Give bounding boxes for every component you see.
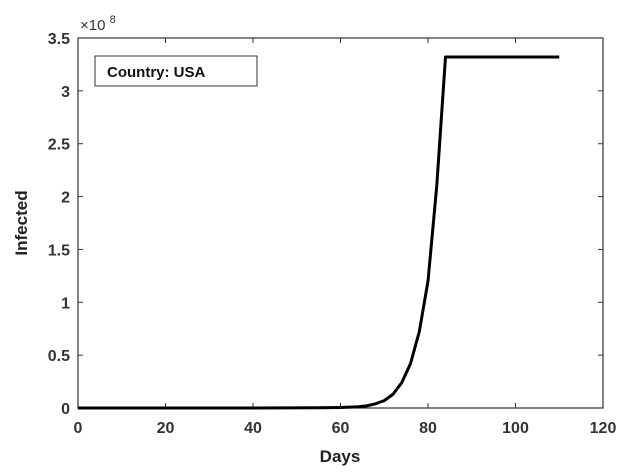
series-layer	[78, 55, 560, 410]
y-multiplier-base: ×10	[80, 17, 105, 34]
legend-box: Country: USA	[94, 55, 258, 87]
plot-area	[77, 37, 604, 409]
x-tick-label: 20	[157, 420, 175, 437]
x-tick-label: 0	[74, 420, 83, 437]
y-tick-label: 1.5	[48, 242, 70, 259]
x-tick-label: 100	[502, 420, 529, 437]
y-multiplier-label: ×10 8	[80, 14, 116, 34]
y-tick-label: 2	[61, 190, 70, 207]
y-tick-label: 0.5	[48, 348, 70, 365]
y-tick-label: 2.5	[48, 137, 70, 154]
x-tick-label: 120	[590, 420, 617, 437]
ticks-layer: 0 20 40 60 80 100 120 0 0.5 1 1.5 2 2.5 3 3.5	[48, 31, 617, 437]
y-multiplier-exponent: 8	[110, 14, 116, 26]
y-tick-label: 3.5	[48, 31, 70, 48]
x-tick-label: 40	[244, 420, 262, 437]
y-axis-label: Infected	[12, 190, 31, 255]
y-tick-label: 0	[61, 401, 70, 418]
x-tick-label: 80	[419, 420, 437, 437]
series-line-0	[78, 55, 560, 410]
x-tick-label: 60	[332, 420, 350, 437]
legend-box-label: Country: USA	[107, 64, 205, 81]
y-tick-label: 1	[61, 295, 70, 312]
y-tick-label: 3	[61, 84, 70, 101]
x-axis-label: Days	[320, 447, 361, 466]
